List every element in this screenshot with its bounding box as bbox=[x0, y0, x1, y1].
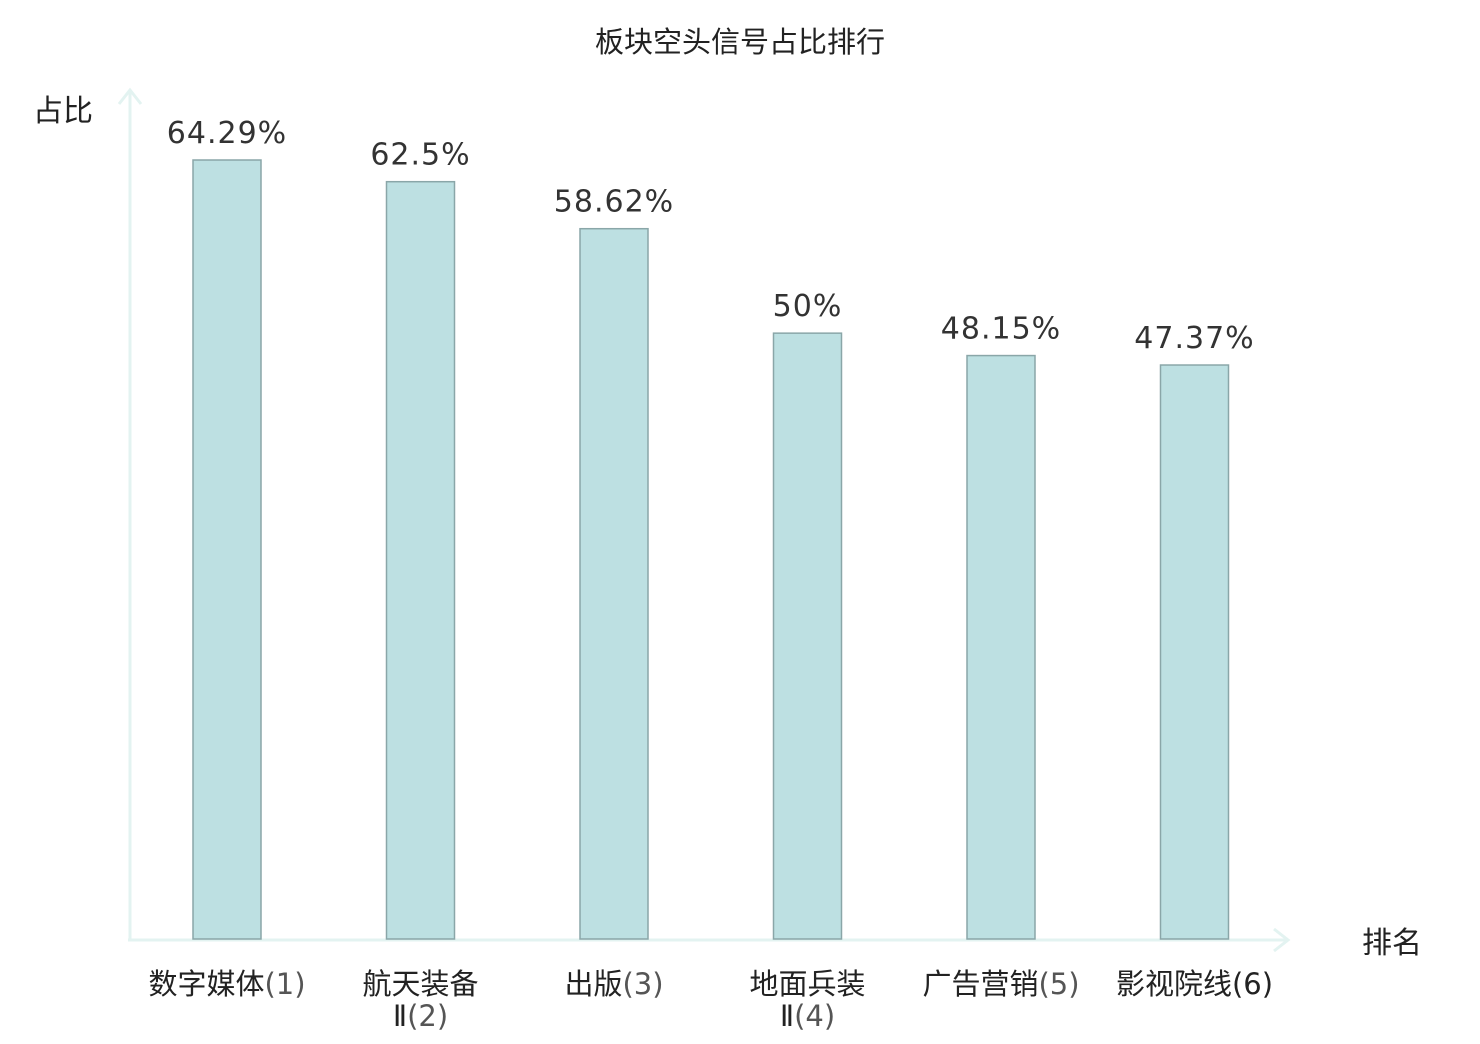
y-axis bbox=[117, 87, 143, 940]
x-tick-label: 广告营销(5) bbox=[922, 967, 1079, 1001]
bar-value-label: 50% bbox=[773, 289, 843, 324]
bars-group bbox=[192, 159, 1230, 940]
bar-value-label: 64.29% bbox=[167, 116, 287, 151]
bar-value-label: 47.37% bbox=[1134, 321, 1254, 356]
bar bbox=[772, 332, 843, 940]
x-axis bbox=[128, 927, 1291, 953]
bar-value-label: 48.15% bbox=[941, 312, 1061, 347]
y-axis-label: 占比 bbox=[33, 94, 93, 129]
x-tick-label: 航天装备 Ⅱ(2) bbox=[362, 967, 478, 1033]
bar bbox=[966, 354, 1036, 940]
x-tick-labels-group: 数字媒体(1) 航天装备 Ⅱ(2) 出版(3) 地面兵装 Ⅱ(4) 广告营销(5) 影视院线(… bbox=[148, 967, 1273, 1033]
bar-value-label: 62.5% bbox=[370, 138, 470, 173]
chart-title: 板块空头信号占比排行 bbox=[595, 25, 885, 59]
bar bbox=[579, 227, 649, 940]
x-tick-label: 数字媒体(1) bbox=[148, 967, 305, 1001]
bar-value-label: 58.62% bbox=[554, 185, 674, 220]
value-labels-group: 64.29% 62.5% 58.62% 50% 48.15% 47.37% bbox=[167, 116, 1254, 356]
bar bbox=[192, 159, 262, 940]
x-tick-label: 影视院线(6) bbox=[1116, 967, 1273, 1001]
bar bbox=[1159, 364, 1230, 940]
bar bbox=[385, 180, 456, 940]
x-tick-label: 出版(3) bbox=[564, 967, 663, 1001]
x-tick-label: 地面兵装 Ⅱ(4) bbox=[749, 967, 865, 1033]
x-axis-label: 排名 bbox=[1362, 926, 1422, 961]
